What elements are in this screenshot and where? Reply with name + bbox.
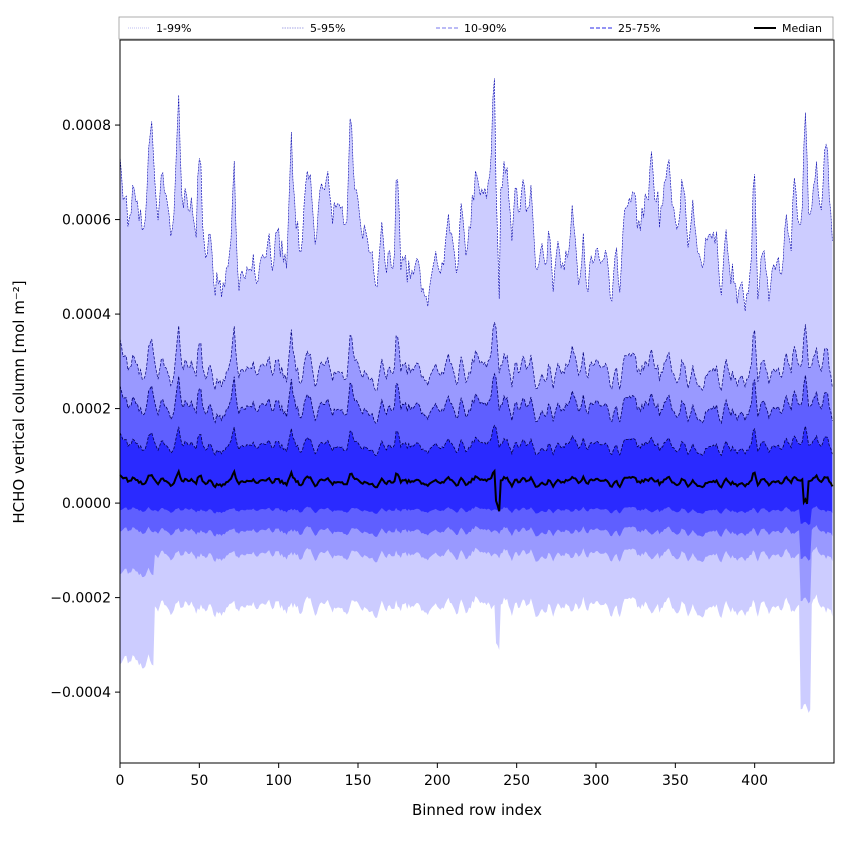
legend-label: 5-95% [310,22,345,35]
line-75-upper [119,424,833,457]
x-tick-label: 100 [265,773,292,789]
x-axis-label: Binned row index [412,801,542,819]
legend-label: 25-75% [618,22,660,35]
x-tick-label: 400 [741,773,768,789]
legend-label: 1-99% [156,22,191,35]
y-tick-label: −0.0002 [50,591,111,607]
y-axis-label: HCHO vertical column [mol m⁻²] [10,280,28,523]
x-tick-label: 150 [345,773,372,789]
y-tick-label: 0.0004 [62,307,111,323]
x-tick-label: 250 [503,773,530,789]
x-tick-label: 50 [190,773,208,789]
x-tick-label: 0 [116,773,125,789]
plot-frame [119,39,835,764]
lines-layer [119,78,834,512]
y-axis: −0.0004 −0.0002 0.0000 0.0002 0.0004 0.0006 0.… [50,118,120,701]
bands-layer [120,78,833,713]
x-tick-label: 300 [583,773,610,789]
line-95-upper [119,322,833,393]
line-90-upper [119,372,833,425]
band-25-75 [120,425,833,525]
x-tick-label: 200 [424,773,451,789]
y-tick-label: −0.0004 [50,685,111,701]
x-axis: 0 50 100 150 200 250 300 350 400 [116,763,768,789]
legend-label: 10-90% [464,22,506,35]
x-tick-label: 350 [662,773,689,789]
legend: 1-99% 5-95% 10-90% 25-75% Median [118,16,834,40]
line-99-upper [119,78,833,311]
legend-box [118,16,834,40]
line-median [119,468,834,512]
y-tick-label: 0.0002 [62,402,111,418]
y-tick-label: 0.0008 [62,118,111,134]
y-tick-label: 0.0000 [62,496,111,512]
y-tick-label: 0.0006 [62,213,111,229]
legend-label: Median [782,22,822,35]
